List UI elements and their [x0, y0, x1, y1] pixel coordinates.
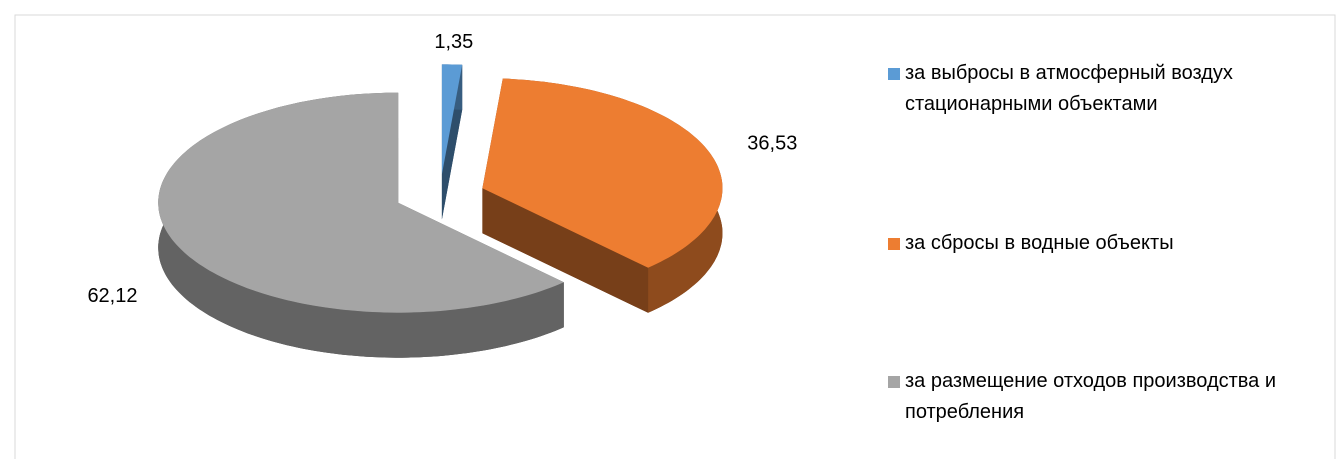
data-label: 1,35: [434, 31, 473, 53]
data-label: 62,12: [87, 285, 137, 307]
slice-side: [158, 92, 564, 358]
pie-slice: [441, 64, 463, 220]
slice-top: [482, 78, 723, 268]
slice-top: [441, 64, 463, 175]
legend-swatch: [888, 68, 900, 80]
legend-label: за выбросы в атмосферный воздух стациона…: [905, 62, 1233, 115]
legend-label: за размещение отходов производства и пот…: [905, 370, 1277, 423]
legend-swatch: [888, 376, 900, 388]
data-label: 36,53: [747, 133, 797, 155]
pie-slice: [158, 92, 564, 358]
legend-item: за выбросы в атмосферный воздух стациона…: [888, 58, 1328, 120]
slice-cut-wall: [482, 188, 649, 313]
legend-item: за сбросы в водные объекты: [888, 228, 1328, 259]
legend: за выбросы в атмосферный воздух стациона…: [888, 58, 1328, 428]
legend-swatch: [888, 237, 900, 250]
legend-label: за сбросы в водные объекты: [905, 231, 1174, 254]
slice-top: [158, 92, 564, 313]
chart-frame: [14, 14, 1336, 459]
legend-item: за размещение отходов производства и пот…: [888, 366, 1328, 428]
pie-slice: [482, 78, 723, 313]
